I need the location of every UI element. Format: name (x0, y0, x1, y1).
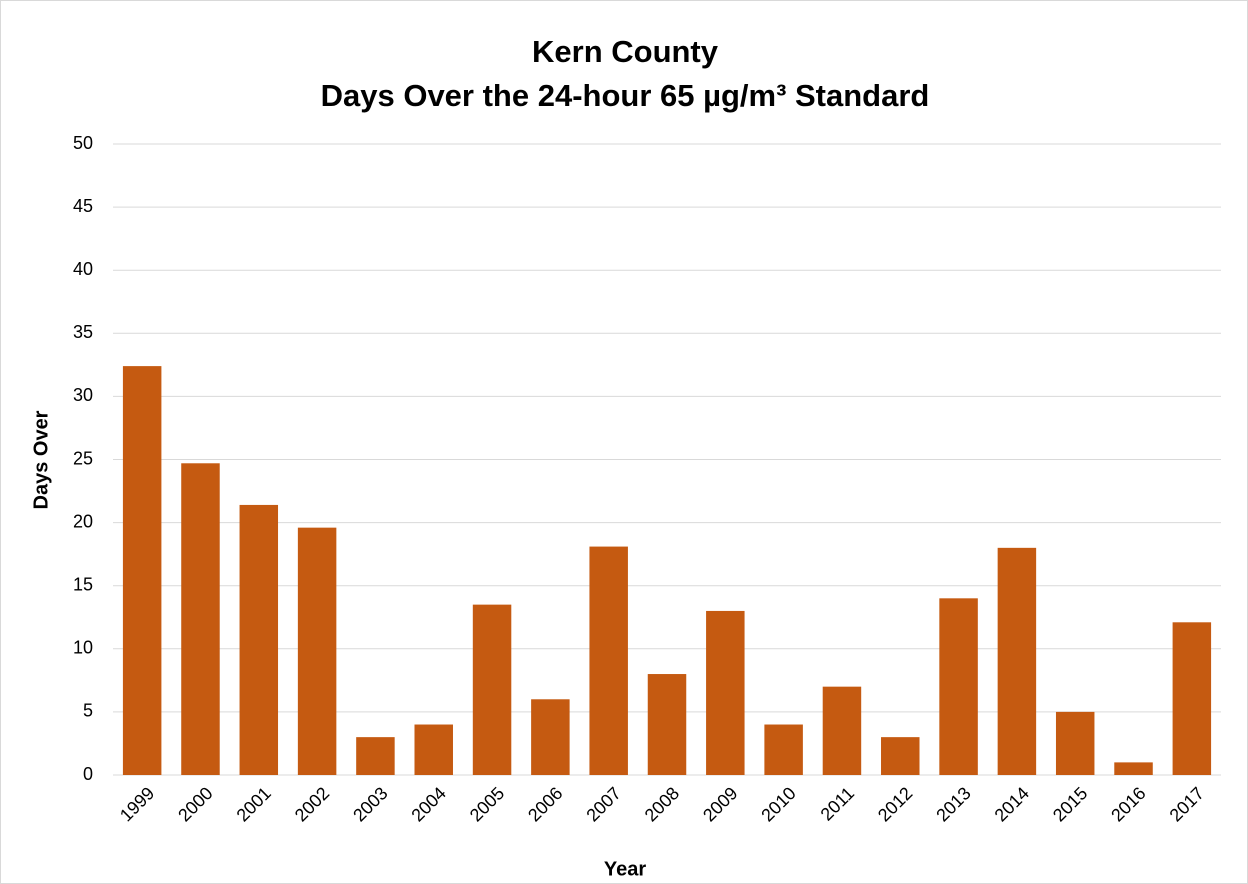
bar (414, 724, 453, 775)
bar (1114, 762, 1153, 775)
y-tick-label: 5 (83, 701, 93, 721)
y-tick-label: 45 (73, 196, 93, 216)
bar (181, 463, 220, 775)
y-tick-label: 40 (73, 259, 93, 279)
y-tick-label: 35 (73, 322, 93, 342)
bar (1172, 622, 1212, 775)
y-tick-label: 20 (73, 511, 93, 531)
bar (239, 504, 279, 775)
y-tick-label: 15 (73, 574, 93, 594)
chart-title: Days Over the 24-hour 65 µg/m³ Standard (321, 78, 930, 113)
y-tick-label: 30 (73, 385, 93, 405)
bar (764, 724, 803, 775)
bar (706, 610, 745, 775)
y-axis-title: Days Over (30, 410, 52, 509)
bar (297, 527, 337, 775)
bar (939, 598, 978, 775)
bar (472, 604, 512, 775)
bar (356, 737, 395, 775)
y-tick-label: 25 (73, 448, 93, 468)
bar (881, 737, 920, 775)
bar (122, 366, 162, 775)
bar (531, 699, 570, 775)
bar (647, 674, 687, 775)
y-tick-label: 0 (83, 764, 93, 784)
chart-title: Kern County (532, 34, 719, 69)
y-tick-label: 50 (73, 133, 93, 153)
bar (997, 547, 1037, 775)
bar (589, 546, 628, 775)
bar (822, 686, 862, 775)
y-tick-label: 10 (73, 638, 93, 658)
bar (1055, 711, 1095, 775)
x-axis-title: Year (604, 858, 646, 880)
